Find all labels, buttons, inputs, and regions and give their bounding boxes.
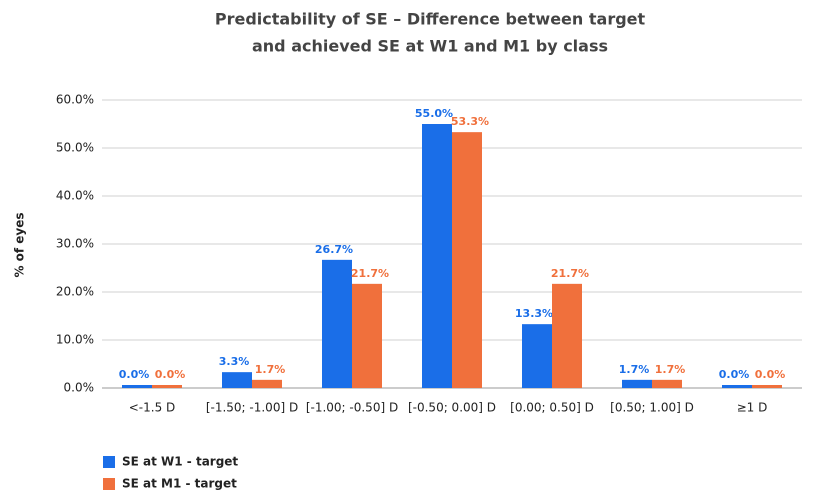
x-tick-label: [0.50; 1.00] D [610,401,694,415]
y-tick-label: 20.0% [56,285,94,299]
bar [522,324,552,388]
x-tick-label: [0.00; 0.50] D [510,401,594,415]
bar [752,385,782,388]
x-tick-label: [-0.50; 0.00] D [408,401,496,415]
y-tick-label: 0.0% [64,381,95,395]
bar [222,372,252,388]
value-label: 1.7% [255,363,286,376]
y-tick-label: 50.0% [56,141,94,155]
y-tick-label: 60.0% [56,93,94,107]
bar [452,132,482,388]
value-label: 0.0% [119,368,150,381]
bar [322,259,352,388]
y-tick-label: 30.0% [56,237,94,251]
value-label: 3.3% [219,355,250,368]
x-tick-label: <-1.5 D [129,401,176,415]
bar [252,379,282,388]
value-label: 53.3% [451,115,489,128]
legend-label: SE at M1 - target [122,477,237,491]
y-tick-label: 10.0% [56,333,94,347]
bar [422,124,452,388]
value-label: 26.7% [315,243,353,256]
bar [352,283,382,388]
bar [652,379,682,388]
legend-swatch [103,478,115,490]
value-label: 1.7% [655,363,686,376]
value-label: 0.0% [719,368,750,381]
value-label: 21.7% [351,267,389,280]
bar [622,379,652,388]
value-label: 21.7% [551,267,589,280]
x-tick-label: [-1.00; -0.50] D [306,401,398,415]
value-label: 0.0% [155,368,186,381]
value-label: 55.0% [415,107,453,120]
bar [122,385,152,388]
x-tick-label: [-1.50; -1.00] D [206,401,298,415]
value-label: 13.3% [515,307,553,320]
legend-swatch [103,456,115,468]
value-label: 0.0% [755,368,786,381]
legend-label: SE at W1 - target [122,455,238,469]
x-tick-label: ≥1 D [737,401,768,415]
y-tick-label: 40.0% [56,189,94,203]
chart-title: and achieved SE at W1 and M1 by class [252,37,608,56]
bar [722,385,752,388]
bar [552,283,582,388]
y-axis-label: % of eyes [13,212,27,277]
value-label: 1.7% [619,363,650,376]
bar [152,385,182,388]
chart-title: Predictability of SE – Difference betwee… [215,10,646,29]
